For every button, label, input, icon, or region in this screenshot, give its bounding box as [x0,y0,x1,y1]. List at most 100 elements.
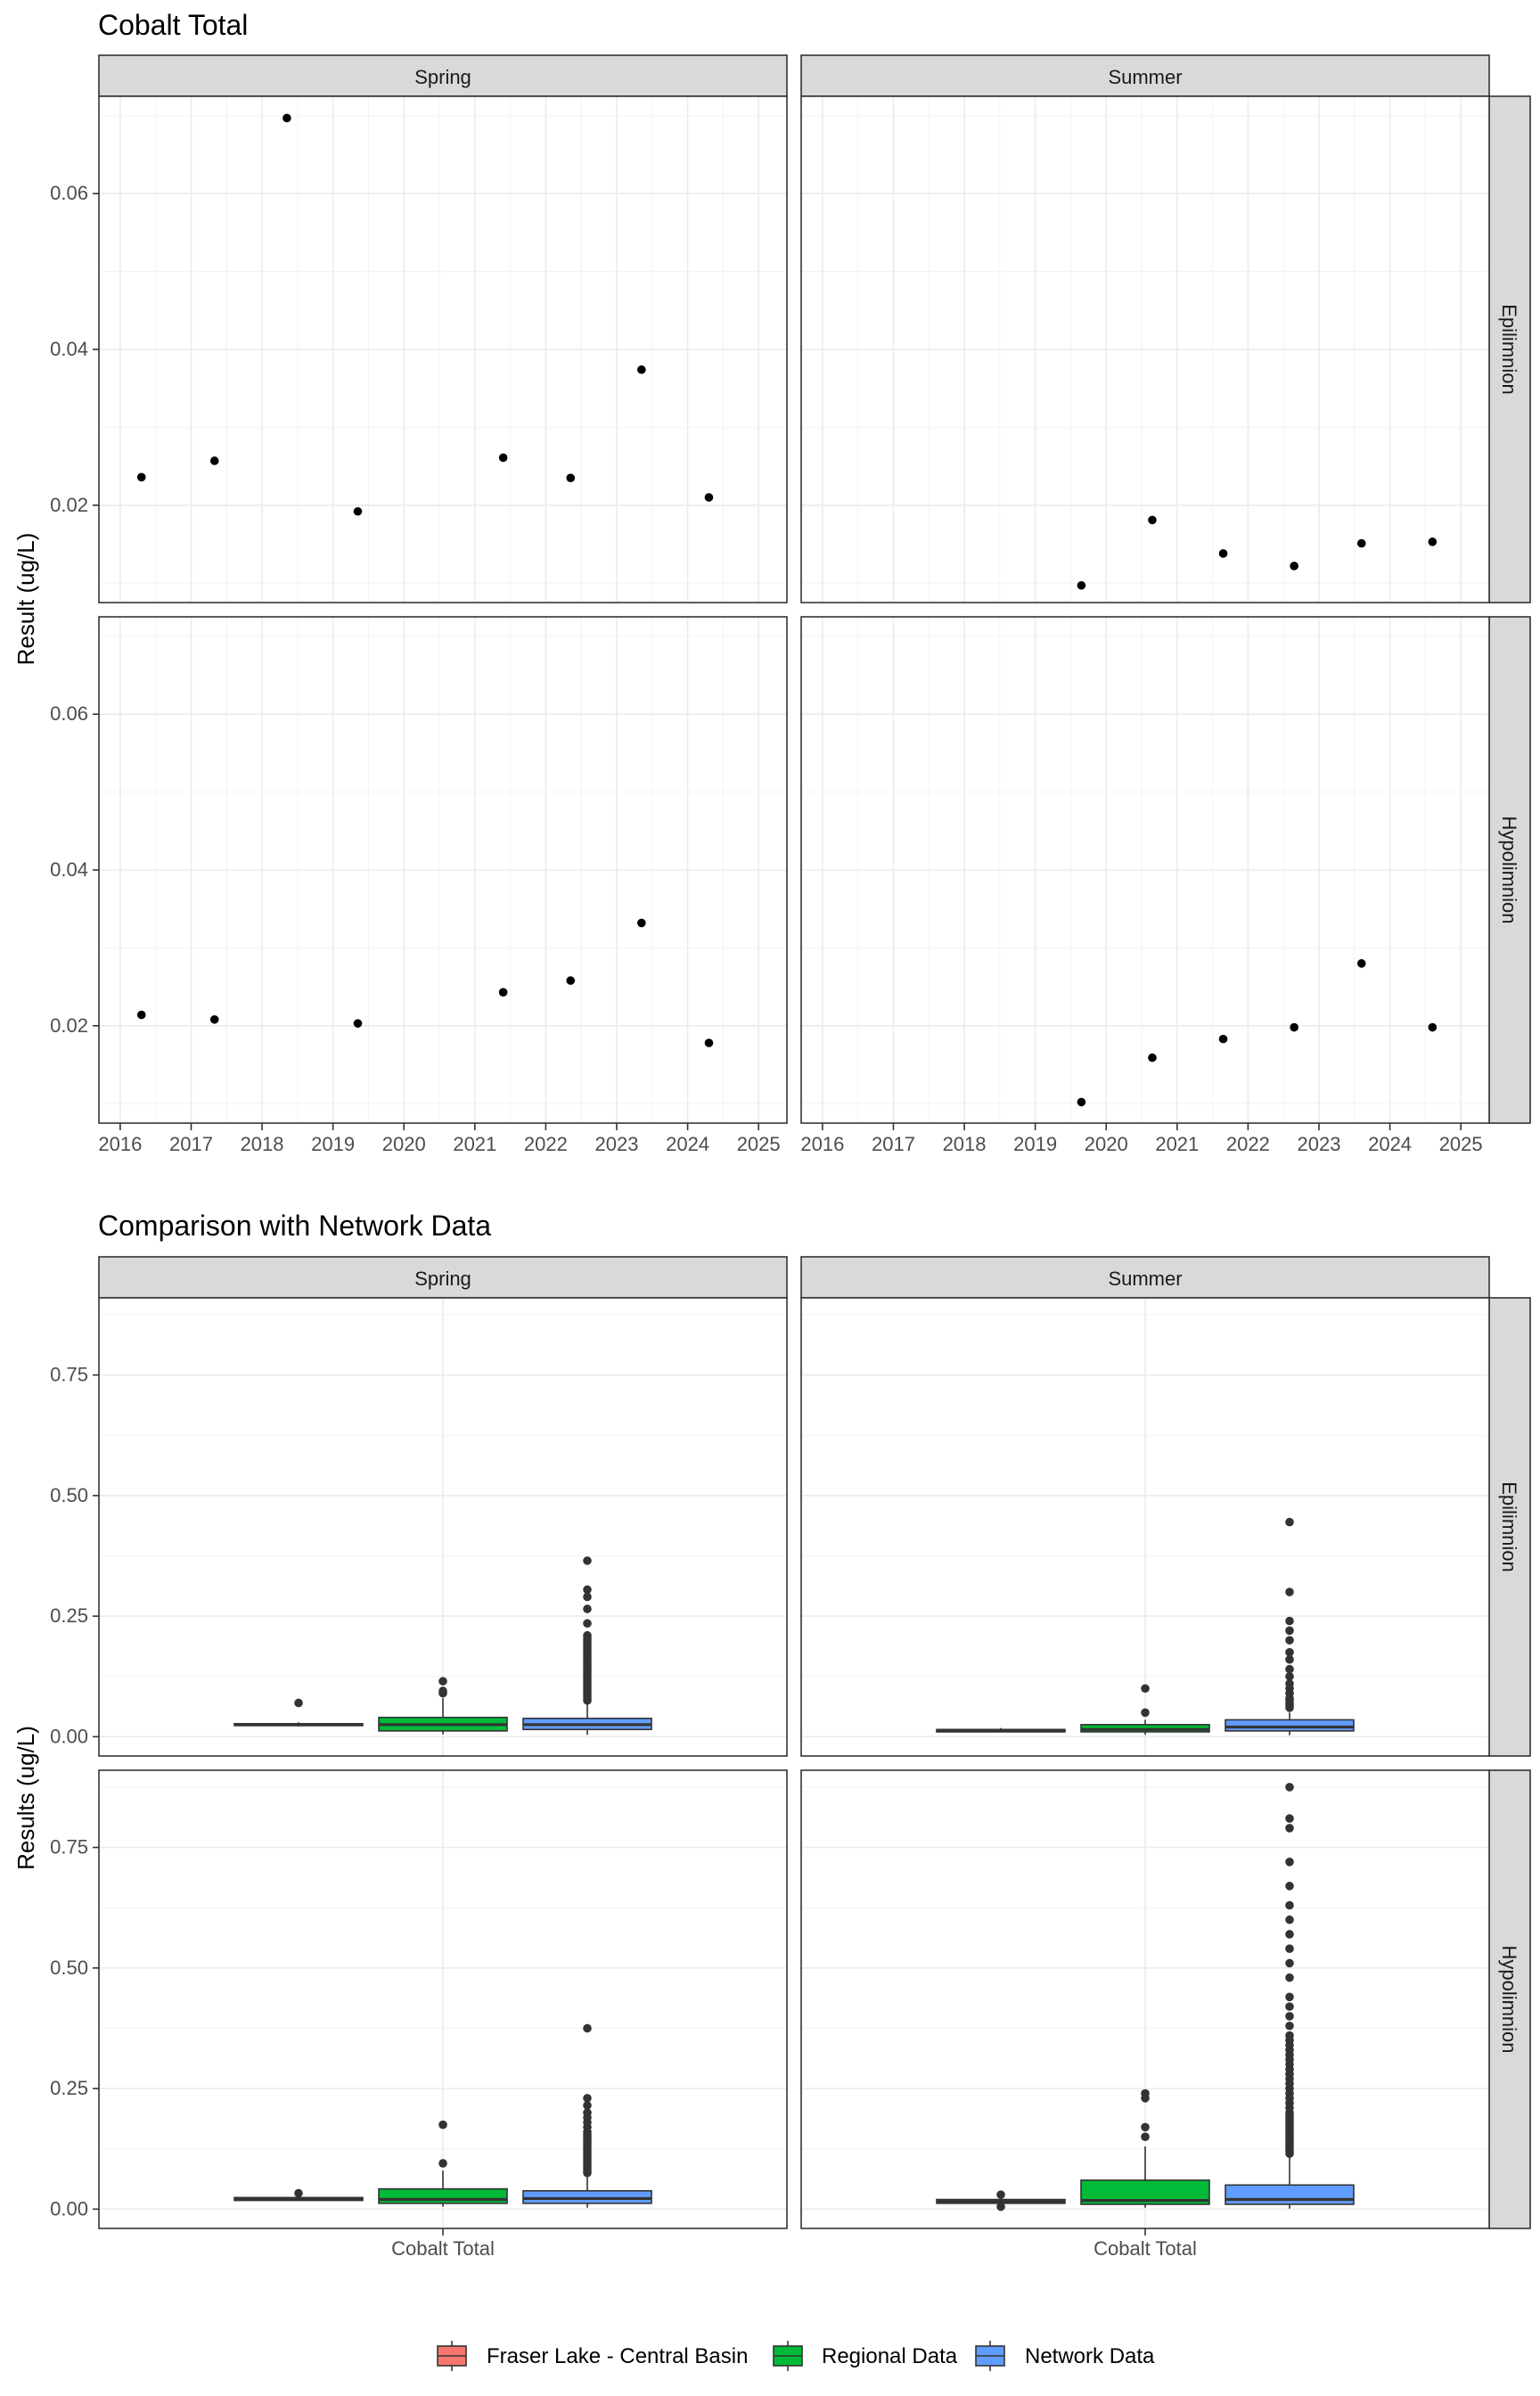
chart1-strip-label-spring: Spring [414,66,471,88]
y-tick-label: 0.25 [50,2077,88,2099]
data-point [704,1038,714,1047]
chart1-strip-label-epilimnion: Epilimnion [1498,304,1520,395]
outlier-point [583,1630,592,1640]
chart2-ylabel: Results (ug/L) [12,1726,39,1870]
outlier-point [1285,2012,1294,2021]
y-tick-label: 0.04 [50,338,88,360]
x-tick-label: 2018 [241,1133,284,1155]
x-tick-label: 2024 [1368,1133,1412,1155]
outlier-point [583,2101,592,2110]
outlier-point [583,2023,592,2033]
chart1-strip-label-hypolimnion: Hypolimnion [1498,816,1520,923]
y-tick-label: 0.25 [50,1604,88,1627]
y-tick-label: 0.02 [50,1014,88,1037]
box-iqr [522,2189,652,2204]
chart1-panel-summer-epilimnion [800,95,1490,603]
outlier-point [996,2202,1005,2211]
box-iqr [378,2187,508,2204]
box-fraser-lake-central-basin [233,2188,364,2202]
legend-item-fraser-lake: Fraser Lake - Central Basin [437,2341,748,2371]
chart2-x-tick-label-summer: Cobalt Total [1094,2237,1197,2260]
x-tick-label: 2017 [872,1133,915,1155]
data-point [136,1010,146,1020]
chart1-y-axis-top: 0.02 0.04 0.06 [50,182,99,516]
chart1-y-axis-bottom: 0.02 0.04 0.06 [50,702,99,1037]
legend-item-network-data: Network Data [975,2341,1155,2371]
outlier-point [1285,1588,1294,1596]
x-tick-label: 2025 [737,1133,781,1155]
data-point [704,493,714,502]
data-point [637,918,646,928]
box-regional-data [1080,1684,1210,1735]
panel-border [800,95,1490,603]
data-point [1428,537,1438,546]
data-point [1148,515,1157,525]
y-tick-label: 0.06 [50,702,88,725]
chart2-strip-right-hypolimnion: Hypolimnion [1488,1769,1531,2229]
x-tick-label: 2022 [524,1133,568,1155]
outlier-point [1141,2122,1150,2132]
chart2-strip-right-epilimnion: Epilimnion [1488,1297,1531,1757]
outlier-point [1285,1900,1294,1910]
outlier-point [1285,1647,1294,1657]
x-tick-label: 2021 [453,1133,496,1155]
x-tick-label: 2025 [1439,1133,1483,1155]
chart1-panel-summer-hypolimnion [800,616,1490,1124]
data-point [637,365,646,374]
x-tick-label: 2017 [169,1133,213,1155]
outlier-point [1285,1783,1294,1792]
panel-border [800,1297,1490,1757]
data-point [1077,1097,1086,1107]
chart1-panel-spring-hypolimnion [98,616,788,1124]
x-tick-label: 2023 [1298,1133,1341,1155]
outlier-point [1285,1636,1294,1645]
data-point [1356,959,1366,968]
outlier-point [1141,1708,1150,1718]
outlier-point [1285,1664,1294,1674]
legend-label-network-data: Network Data [1025,2344,1155,2368]
outlier-point [294,2188,303,2198]
chart1-strip-right-hypolimnion: Hypolimnion [1488,616,1531,1124]
y-tick-label: 0.00 [50,2197,88,2220]
box-network-data [522,1556,652,1735]
y-tick-label: 0.06 [50,182,88,204]
legend-label-fraser-lake: Fraser Lake - Central Basin [487,2344,748,2368]
chart1-x-axis-spring: 2016 2017 2018 2019 2020 2021 2022 2023 2024 2025 [98,1123,781,1155]
chart1-strip-top-spring: Spring [98,54,788,97]
chart2-x-tick-label-spring: Cobalt Total [391,2237,495,2260]
outlier-point [1285,1915,1294,1924]
outlier-point [438,2159,447,2168]
panel-border [800,616,1490,1124]
outlier-point [996,2190,1005,2199]
box-network-data [522,2023,652,2208]
box-regional-data [1080,2088,1210,2208]
chart2-y-axis-top: 0.00 0.25 0.50 0.75 [50,1364,99,1747]
outlier-point [294,1698,303,1708]
data-point [1290,1022,1298,1032]
outlier-point [1285,1824,1294,1833]
data-point [353,1019,363,1028]
outlier-point [1285,1882,1294,1891]
data-point [136,472,146,482]
box-regional-data [378,1677,508,1735]
y-tick-label: 0.00 [50,1725,88,1747]
outlier-point [1285,1679,1294,1688]
outlier-point [1285,2031,1294,2040]
chart1-ylabel: Result (ug/L) [12,533,39,666]
outlier-point [1141,1684,1150,1694]
data-point [566,976,576,985]
box-network-data [1225,1517,1355,1735]
outlier-point [583,1556,592,1565]
data-point [353,506,363,516]
data-point [1428,1022,1438,1032]
outlier-point [583,1619,592,1629]
chart2-strip-label-hypolimnion: Hypolimnion [1498,1945,1520,2053]
chart2-title: Comparison with Network Data [98,1210,491,1242]
data-point [498,453,508,463]
data-point [1290,562,1298,570]
x-tick-label: 2019 [1013,1133,1057,1155]
outlier-point [1285,1858,1294,1867]
x-tick-label: 2020 [382,1133,426,1155]
outlier-point [1285,2002,1294,2011]
chart2-strip-label-epilimnion: Epilimnion [1498,1481,1520,1572]
